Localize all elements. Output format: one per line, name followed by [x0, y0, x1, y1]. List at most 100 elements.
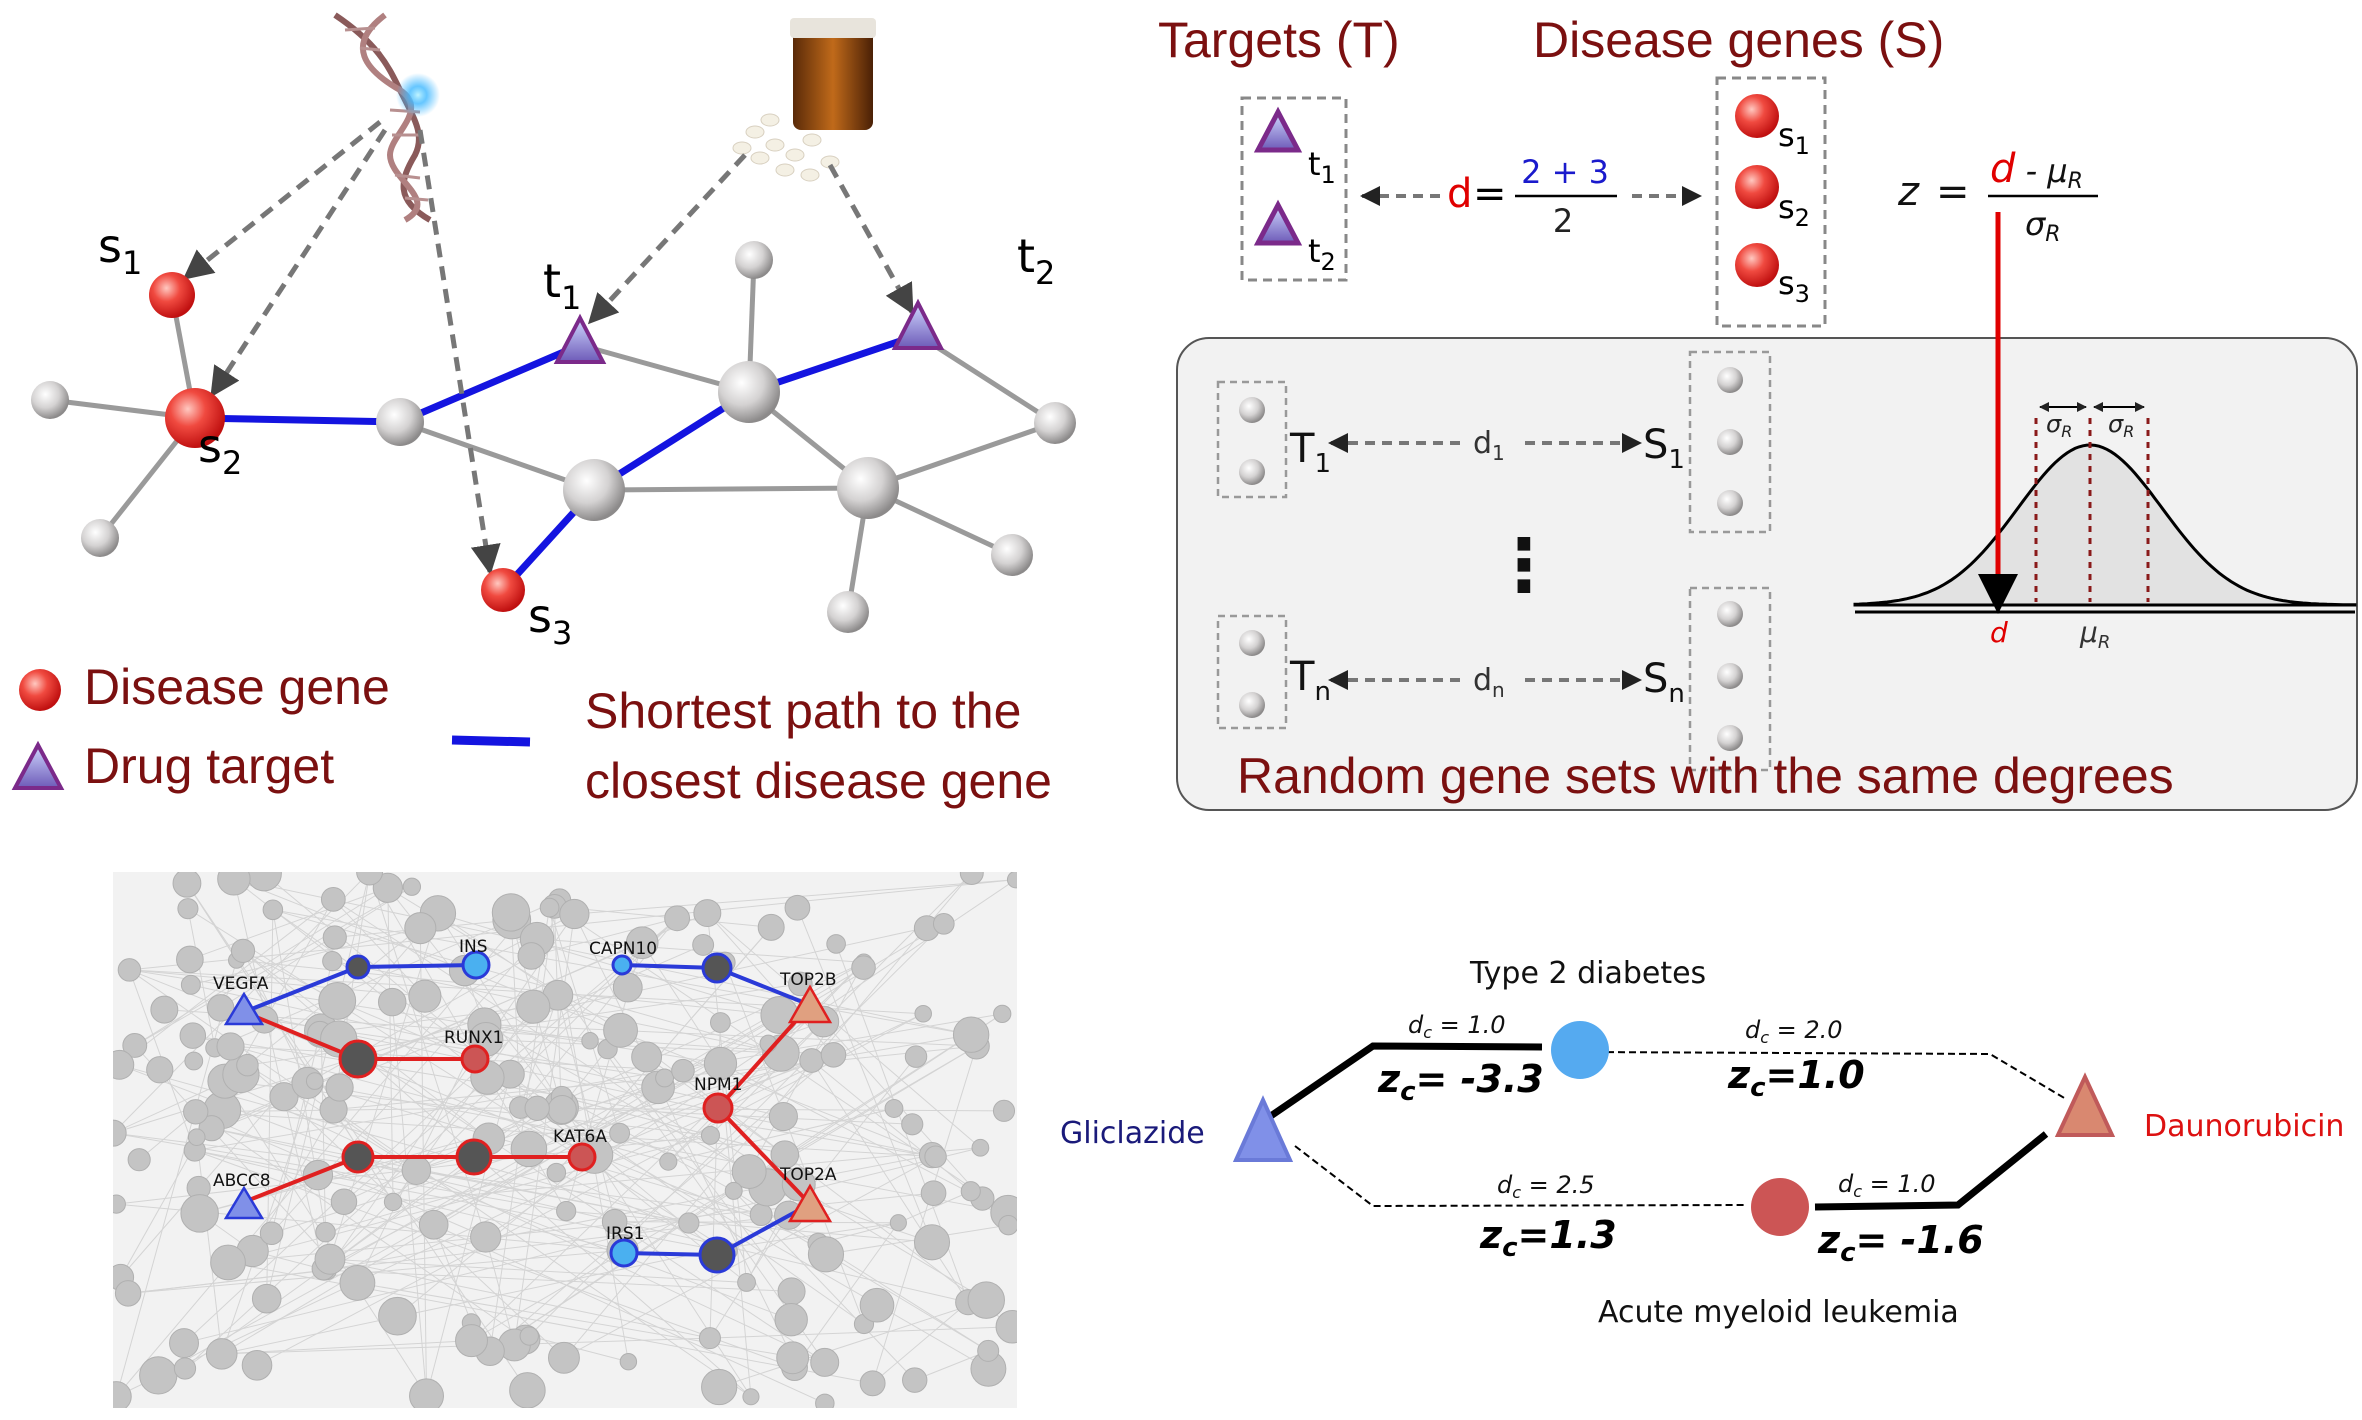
background-node: [671, 1058, 695, 1083]
background-node: [210, 1244, 246, 1281]
background-node: [314, 1243, 346, 1275]
edge-daunorubicin-t2d: [1584, 1051, 2067, 1100]
random-d1-base: d: [1473, 426, 1492, 461]
e3-d-sep: =: [1521, 1171, 1556, 1199]
z-numerator-sub: R: [2068, 169, 2083, 194]
targets-title: Targets (T): [1158, 12, 1400, 68]
background-node: [742, 1388, 760, 1406]
abcc8-target: [223, 1185, 265, 1220]
background-node: [724, 1181, 743, 1200]
background-node: [230, 938, 256, 963]
disease-box: [1715, 76, 1827, 328]
e4-z-sep: =: [1856, 1218, 1901, 1262]
random-dn-base: d: [1473, 663, 1492, 698]
background-edge: [573, 913, 794, 1358]
background-edge: [561, 1096, 734, 1192]
background-node: [559, 898, 590, 930]
background-edge: [194, 1013, 1003, 1152]
e1-d: d: [1408, 1011, 1424, 1039]
dna-helix-image: [333, 12, 440, 223]
background-edge: [233, 878, 936, 1158]
random-tn-box: [1216, 614, 1288, 730]
sigma-left-sub: R: [2061, 422, 2072, 441]
background-node: [322, 951, 343, 972]
svg-text:zc= -3.3: zc= -3.3: [1377, 1057, 1544, 1107]
random-T1-base: T: [1289, 426, 1315, 472]
background-edge: [471, 1045, 977, 1342]
gene-irs1: IRS1: [606, 1224, 644, 1244]
background-edge: [720, 1063, 1009, 1213]
random-s1-node-c: [1717, 490, 1743, 516]
random-sn-node-c: [1717, 725, 1743, 751]
label-s2-sub: 2: [222, 444, 242, 482]
background-edge: [195, 1106, 562, 1113]
background-edge: [487, 1077, 785, 1156]
sigma-left: σ: [2046, 410, 2062, 438]
background-node: [330, 1188, 358, 1216]
label-t2-sub: 2: [1035, 254, 1055, 292]
disease-gene-s1: [149, 272, 195, 318]
disease-s2-sub: 2: [1795, 204, 1810, 232]
t2d-node: [1551, 1021, 1609, 1079]
background-node: [698, 1327, 721, 1350]
gliclazide-node: [1232, 1095, 1294, 1162]
background-node: [799, 1048, 824, 1073]
background-node: [768, 1101, 798, 1132]
gene-kat6a: KAT6A: [553, 1127, 607, 1147]
pill-bottle-image: [732, 18, 876, 182]
e3-z-sub: c: [1502, 1233, 1518, 1263]
background-edge: [811, 1060, 972, 1192]
background-node: [509, 1372, 546, 1408]
background-node: [700, 1125, 721, 1145]
disease-genes-title: Disease genes (S): [1533, 12, 1944, 68]
sigma-right-sub: R: [2123, 422, 2134, 441]
background-edge: [714, 1222, 899, 1251]
background-node: [784, 894, 811, 921]
drug-target-t2: [891, 298, 945, 350]
z-denominator-sub: R: [2045, 222, 2060, 247]
legend-path-label-2: closest disease gene: [585, 753, 1052, 809]
background-node: [470, 1221, 502, 1253]
label-s3-base: s: [528, 589, 552, 643]
svg-text:zc=1.0: zc=1.0: [1727, 1053, 1865, 1103]
z-equals: =: [1936, 169, 1970, 215]
shortest-paths: [191, 331, 922, 594]
disease-s2-base: s: [1778, 188, 1795, 226]
z-numerator-mu: - μ: [2015, 152, 2067, 190]
background-node: [859, 1287, 895, 1323]
svg-text:S1: S1: [1643, 422, 1685, 475]
random-s1-node-a: [1717, 367, 1743, 393]
label-s1-sub: 1: [122, 244, 142, 282]
observed-d-label: d: [1990, 616, 2008, 649]
background-edge: [471, 962, 865, 1342]
aml-node: [1751, 1178, 1809, 1236]
background-node: [322, 925, 347, 950]
background-node: [920, 1180, 947, 1207]
background-node: [703, 1046, 738, 1081]
e1-z-val: -3.3: [1461, 1057, 1544, 1101]
background-edge: [233, 878, 972, 1036]
background-edge: [186, 882, 528, 1391]
background-node: [305, 1072, 324, 1090]
drug-left-label: Gliclazide: [1060, 1116, 1205, 1151]
background-node: [184, 1051, 204, 1071]
e3-d-val: 2.5: [1556, 1171, 1594, 1199]
svg-text:zc=1.3: zc=1.3: [1479, 1213, 1617, 1263]
background-edge: [196, 1137, 223, 1354]
edge-daunorubicin-aml: [1814, 1131, 2049, 1211]
background-node: [731, 1154, 767, 1189]
z-denominator-sigma: σ: [2025, 205, 2047, 243]
background-node: [967, 1281, 1005, 1319]
background-node: [815, 1393, 835, 1408]
svg-text:d1: d1: [1473, 426, 1505, 465]
gene-vegfa: VEGFA: [213, 974, 269, 994]
background-edge: [227, 1134, 711, 1263]
background-node: [377, 987, 407, 1017]
background-node: [625, 926, 659, 959]
background-edge: [707, 912, 981, 1149]
background-node: [760, 995, 799, 1034]
e4-d-sep: =: [1862, 1170, 1897, 1198]
disease-s3-sub: 3: [1795, 280, 1810, 308]
background-edge: [554, 905, 772, 928]
background-node: [709, 1012, 731, 1033]
